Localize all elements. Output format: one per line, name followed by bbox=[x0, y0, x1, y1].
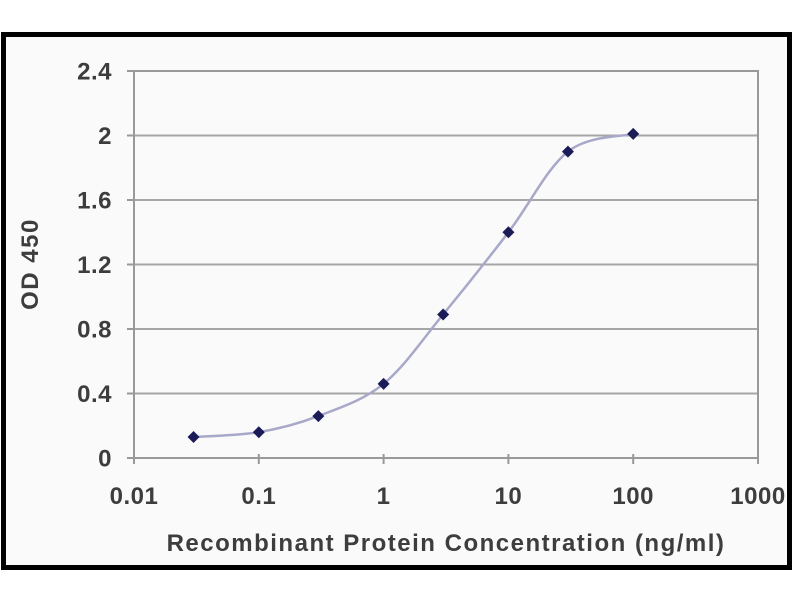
x-tick-labels: 0.01 0.1 1 10 100 1000 bbox=[110, 483, 786, 510]
data-point-marker bbox=[502, 226, 515, 239]
y-tick-label: 0.4 bbox=[77, 381, 112, 408]
x-axis-ticks bbox=[133, 454, 759, 464]
y-tick-label: 2 bbox=[98, 123, 112, 150]
data-point-marker bbox=[312, 410, 325, 423]
series-markers bbox=[187, 127, 640, 444]
data-point-marker bbox=[187, 431, 200, 444]
x-tick-label: 1 bbox=[377, 483, 391, 510]
x-axis-title: Recombinant Protein Concentration (ng/ml… bbox=[167, 530, 726, 557]
data-point-marker bbox=[377, 377, 390, 390]
data-point-marker bbox=[561, 145, 574, 158]
x-tick-label: 0.1 bbox=[241, 483, 276, 510]
y-axis-ticks bbox=[127, 70, 134, 459]
data-point-marker bbox=[627, 127, 640, 140]
series-line bbox=[193, 132, 634, 439]
y-axis-title: OD 450 bbox=[17, 218, 44, 310]
data-point-marker bbox=[437, 308, 450, 321]
y-tick-label: 1.6 bbox=[77, 188, 112, 215]
x-tick-label: 0.01 bbox=[110, 483, 159, 510]
data-point-marker bbox=[252, 426, 265, 439]
y-tick-label: 0.8 bbox=[77, 317, 112, 344]
x-tick-label: 10 bbox=[495, 483, 523, 510]
x-tick-label: 1000 bbox=[730, 483, 785, 510]
y-tick-label: 1.2 bbox=[77, 252, 112, 279]
y-tick-label: 0 bbox=[98, 446, 112, 473]
x-tick-label: 100 bbox=[612, 483, 654, 510]
y-tick-label: 2.4 bbox=[77, 59, 112, 86]
y-tick-labels: 0 0.4 0.8 1.2 1.6 2 2.4 bbox=[77, 59, 112, 473]
